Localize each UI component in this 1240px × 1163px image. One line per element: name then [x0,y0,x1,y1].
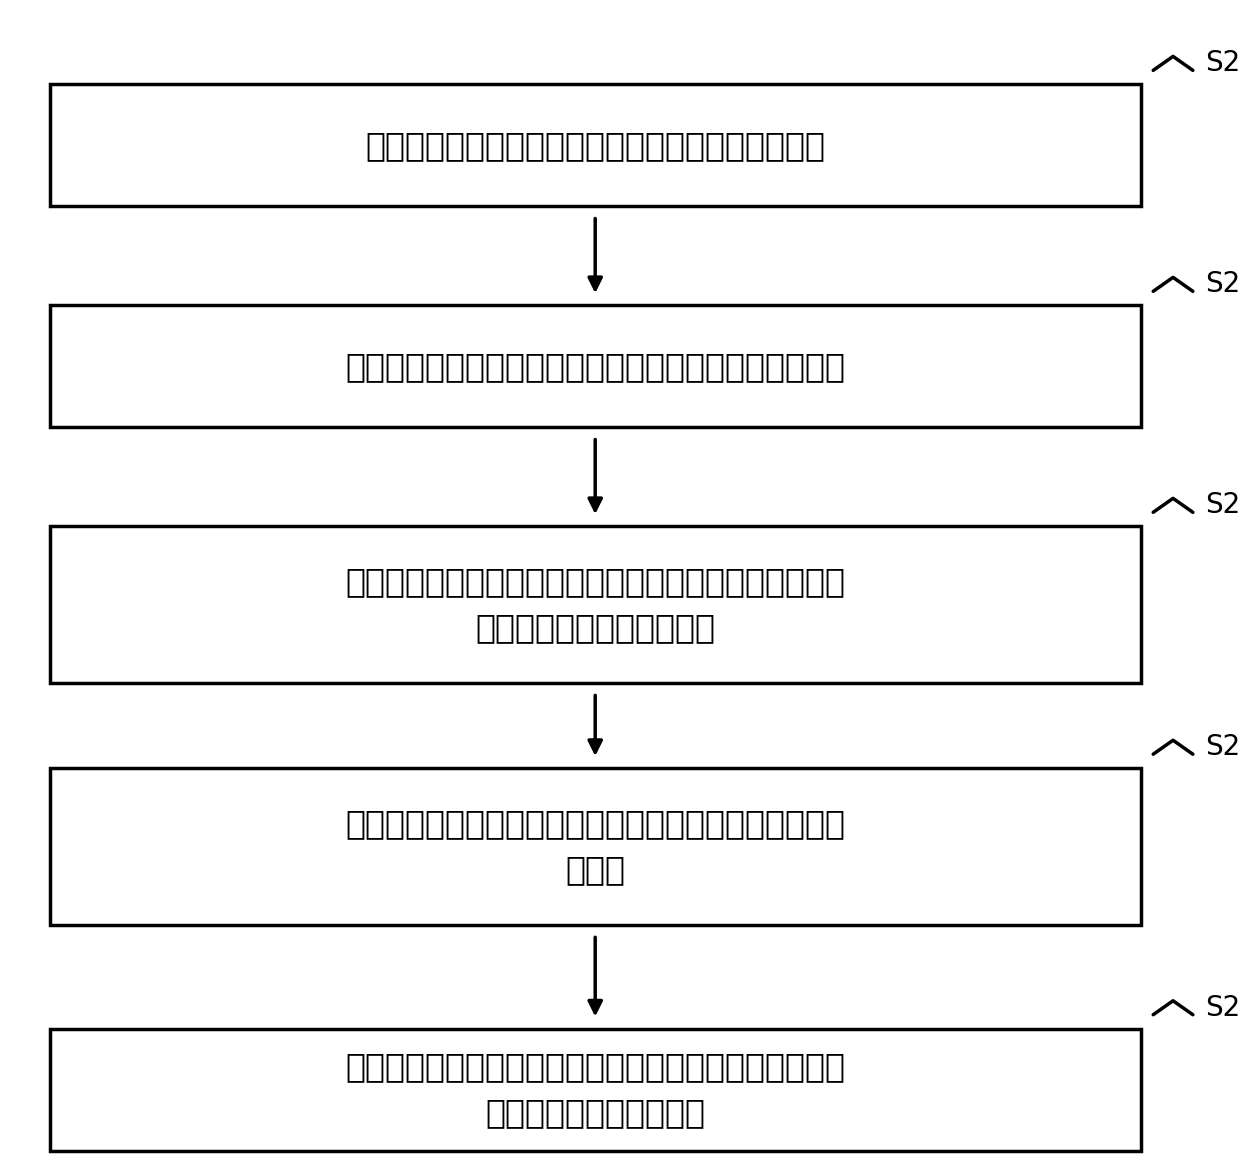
Bar [50,305,1141,427]
Bar [50,1029,1141,1151]
Text: 对电子证件图对应的实体证件进行图像采集，得到的证件
采集图: 对电子证件图对应的实体证件进行图像采集，得到的证件 采集图 [345,807,846,886]
Text: S210: S210 [1205,993,1240,1022]
Bar [50,768,1141,926]
Text: S206: S206 [1205,491,1240,520]
Text: 按照证件图中各类证件信息的样式生成多组虚拟证件信息: 按照证件图中各类证件信息的样式生成多组虚拟证件信息 [345,350,846,383]
Text: S204: S204 [1205,270,1240,299]
Text: 将虚拟证件信息按照证件图中各类证件信息的位置写入证
件模板图，生成电子证件图: 将虚拟证件信息按照证件图中各类证件信息的位置写入证 件模板图，生成电子证件图 [345,565,846,644]
Bar [50,85,1141,207]
Bar [50,526,1141,684]
Text: S202: S202 [1205,49,1240,78]
Text: S208: S208 [1205,733,1240,762]
Text: 获取根据证件图生成的不包括证件信息的证件模板图: 获取根据证件图生成的不包括证件信息的证件模板图 [366,129,825,162]
Text: 根据电子证件图和证件采集图构建图片样本集，图片样本
集用于训练字符识别模型: 根据电子证件图和证件采集图构建图片样本集，图片样本 集用于训练字符识别模型 [345,1050,846,1129]
